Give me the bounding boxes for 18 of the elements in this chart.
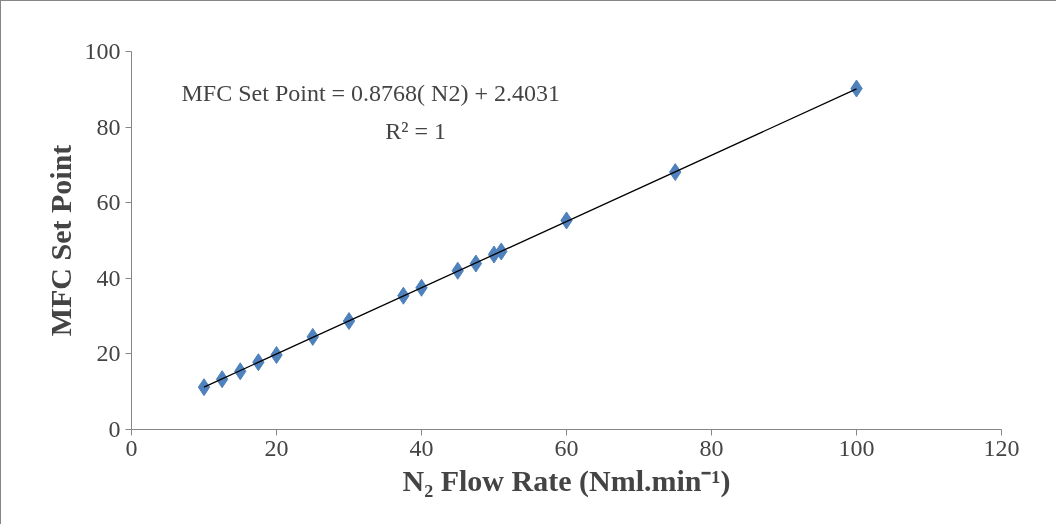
annotation: R² = 1 [385,118,446,145]
x-tick-label: 60 [554,434,579,461]
y-tick-label: 100 [84,38,121,64]
y-tick-label: 0 [108,416,121,442]
x-tick-label: 0 [125,434,138,461]
point [197,378,211,397]
y-tick-label: 20 [96,340,121,367]
y-tick-label: 60 [96,189,121,216]
y-tick-label: 40 [96,264,121,291]
annotation: MFC Set Point = 0.8768( N2) + 2.4031 [181,80,560,107]
x-tick-label: 120 [983,434,1020,461]
x-tick-label: 100 [838,434,875,461]
x-tick-label: 20 [264,434,289,461]
x-tick-label: 80 [699,434,724,461]
y-tick-label: 80 [96,113,121,140]
y-axis-title: MFC Set Point [43,144,77,337]
x-tick-label: 40 [409,434,434,461]
x-axis-title: N₂ Flow Rate (Nml.min⁻¹) [402,463,731,498]
